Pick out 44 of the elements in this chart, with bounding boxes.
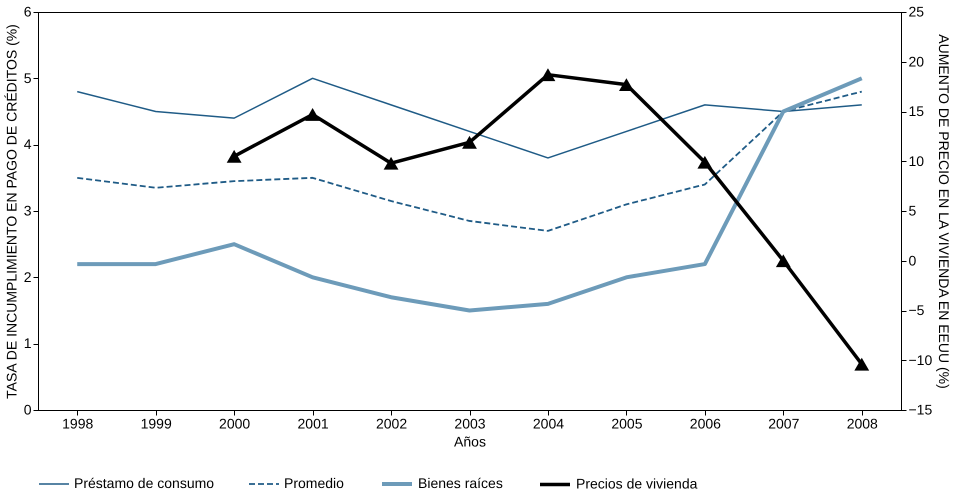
y2-tick-label: 25 bbox=[908, 4, 924, 20]
y-tick-label: 5 bbox=[24, 70, 32, 86]
legend-label: Bienes raíces bbox=[418, 475, 503, 491]
y-tick-label: 0 bbox=[24, 402, 32, 418]
y2-tick-label: −5 bbox=[908, 302, 925, 318]
point bbox=[540, 68, 556, 82]
legend-label: Préstamo de consumo bbox=[74, 475, 214, 491]
x-tick-label: 2007 bbox=[768, 416, 800, 432]
y2-tick-label: 10 bbox=[908, 152, 924, 169]
x-tick-label: 2001 bbox=[298, 416, 329, 432]
y-tick-label: 4 bbox=[24, 136, 32, 152]
point bbox=[226, 150, 242, 163]
x-tick-label: 2005 bbox=[611, 416, 643, 432]
y2-tick-label: 20 bbox=[908, 53, 924, 70]
y-tick-label: 1 bbox=[24, 335, 32, 352]
y2-axis-title: AUMENTO DE PRECIO EN LA VIVIENDA EN EEUU (%) bbox=[936, 34, 952, 389]
x-tick-label: 1998 bbox=[62, 416, 94, 432]
y2-tick-label: 5 bbox=[908, 202, 916, 218]
x-tick-label: 2006 bbox=[690, 416, 722, 432]
point bbox=[384, 156, 398, 170]
x-tick-label: 2004 bbox=[532, 416, 564, 432]
point bbox=[305, 108, 320, 121]
y-tick-label: 3 bbox=[24, 202, 32, 218]
y-axis-title: TASA DE INCUMPLIMIENTO EN PAGO DE CRÉDITOS (%) bbox=[4, 24, 20, 399]
legend-label: Promedio bbox=[284, 475, 344, 491]
point bbox=[854, 358, 870, 371]
x-tick-label: 1999 bbox=[140, 416, 172, 432]
x-tick-label: 2000 bbox=[219, 416, 250, 432]
line-series bbox=[75, 76, 864, 312]
y2-tick-label: 0 bbox=[908, 252, 916, 268]
legend-label: Precios de vivienda bbox=[576, 476, 698, 492]
y-tick-label: 2 bbox=[24, 268, 32, 285]
point bbox=[462, 136, 477, 149]
y2-tick-label: 15 bbox=[908, 103, 924, 119]
x-tick-label: 2008 bbox=[846, 416, 878, 432]
point bbox=[776, 254, 791, 268]
point bbox=[618, 78, 634, 92]
x-axis-title: Años bbox=[454, 434, 486, 450]
x-tick-label: 2002 bbox=[376, 416, 408, 432]
y2-tick-label: −15 bbox=[908, 402, 932, 418]
y2-tick-label: −10 bbox=[908, 352, 932, 368]
point bbox=[697, 156, 712, 169]
x-tick-label: 2003 bbox=[454, 416, 486, 432]
y-tick-label: 6 bbox=[24, 4, 32, 20]
